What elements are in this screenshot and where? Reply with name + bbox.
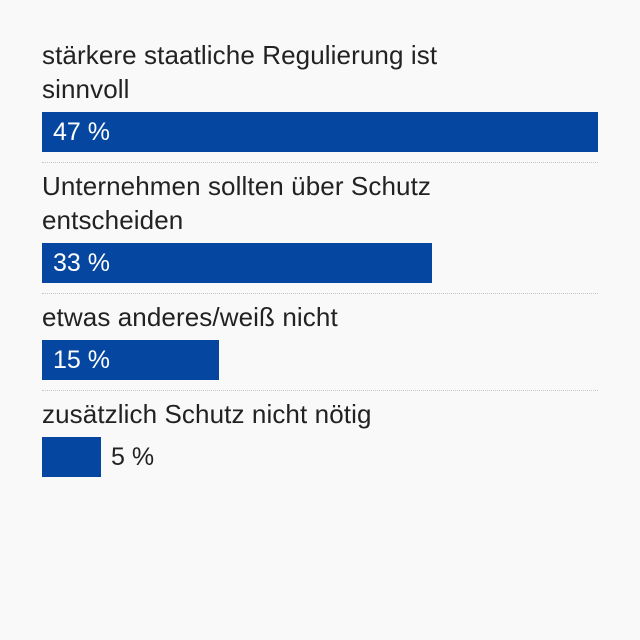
- bar: [42, 243, 432, 283]
- divider: [42, 162, 598, 163]
- bar-item: Unternehmen sollten über Schutz entschei…: [42, 169, 598, 294]
- value-label: 15 %: [53, 346, 110, 374]
- bar: [42, 112, 598, 152]
- bar-chart: stärkere staatliche Regulierung ist sinn…: [42, 38, 598, 477]
- bar: [42, 340, 219, 380]
- bar-item: stärkere staatliche Regulierung ist sinn…: [42, 38, 598, 163]
- bar-row: 15 %: [42, 340, 598, 380]
- divider: [42, 390, 598, 391]
- category-label: etwas anderes/weiß nicht: [42, 302, 338, 332]
- value-label: 5 %: [111, 443, 155, 471]
- category-label: stärkere staatliche Regulierung ist sinn…: [42, 40, 438, 104]
- value-label: 47 %: [53, 118, 110, 146]
- bar-item: etwas anderes/weiß nicht 15 %: [42, 300, 598, 391]
- bar: [42, 437, 101, 477]
- bar-row: 47 %: [42, 112, 598, 152]
- bar-row: 33 %: [42, 243, 598, 283]
- divider: [42, 293, 598, 294]
- value-label: 33 %: [53, 249, 110, 277]
- bar-item: zusätzlich Schutz nicht nötig 5 %: [42, 397, 598, 477]
- category-label: zusätzlich Schutz nicht nötig: [42, 399, 372, 429]
- category-label: Unternehmen sollten über Schutz entschei…: [42, 171, 431, 235]
- bar-row: 5 %: [42, 437, 598, 477]
